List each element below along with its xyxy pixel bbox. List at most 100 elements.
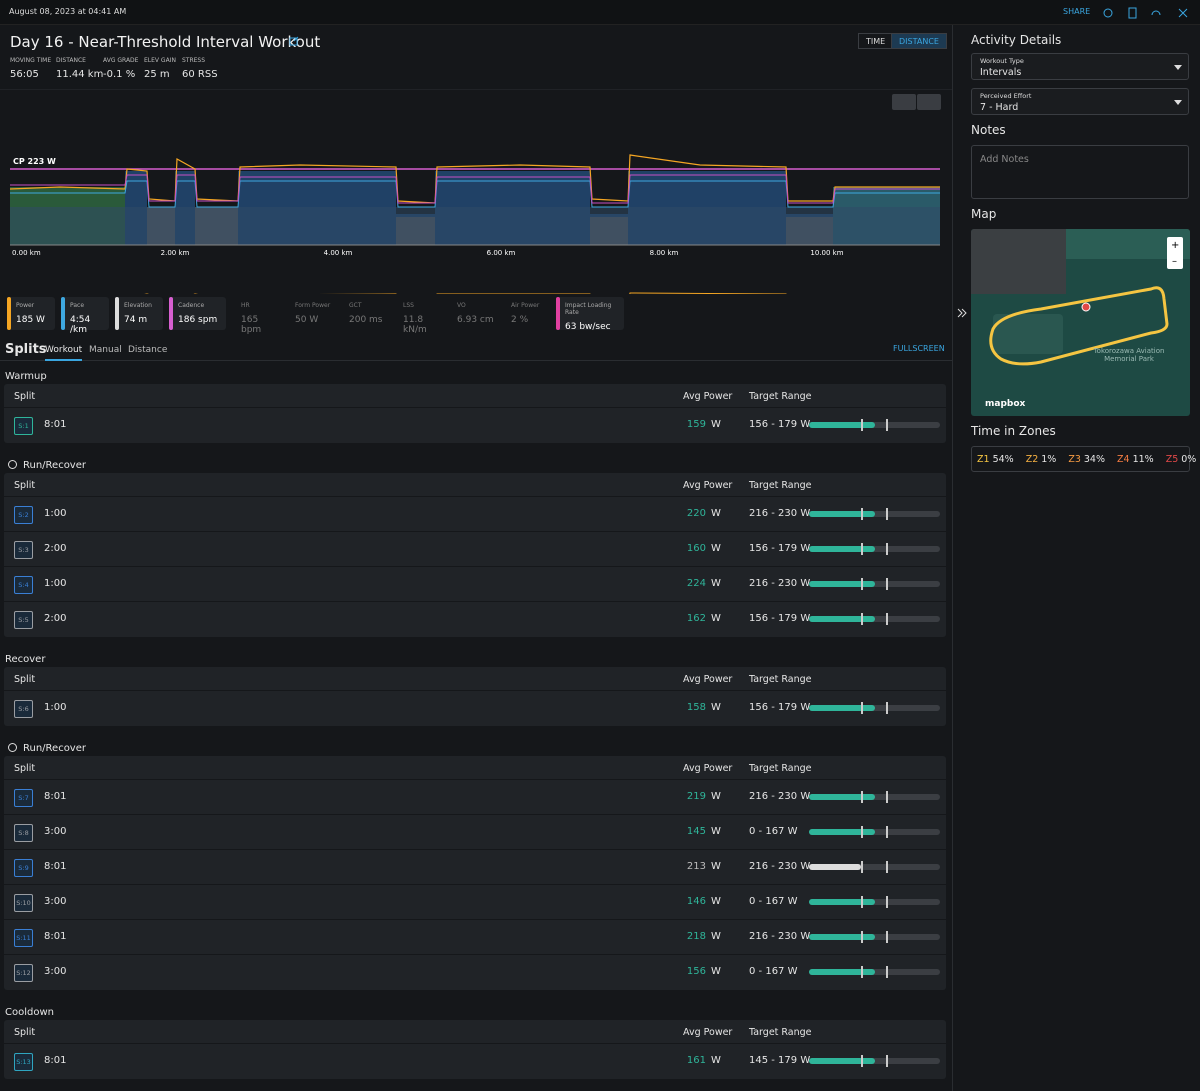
x-axis-label: 6.00 km bbox=[487, 249, 516, 257]
target-range: 0 - 167 W bbox=[749, 826, 798, 837]
gauge-marker bbox=[861, 861, 864, 873]
workout-chart: CP 223 W 0.00 km 2.00 km 4.00 km 6.00 km 8.0… bbox=[0, 89, 952, 294]
metric-color bbox=[115, 297, 119, 330]
metric-card[interactable]: LSS 11.8 kN/m bbox=[394, 297, 442, 335]
section-title: Warmup bbox=[0, 361, 952, 384]
split-badge: S:13 bbox=[14, 1053, 33, 1071]
column-header: Avg Power bbox=[683, 480, 733, 491]
split-badge: S:4 bbox=[14, 576, 33, 594]
split-badge: S:12 bbox=[14, 964, 33, 982]
metric-card[interactable]: GCT 200 ms bbox=[340, 297, 388, 330]
avg-power: 218 bbox=[686, 931, 706, 942]
gauge-fill bbox=[809, 899, 875, 905]
split-row[interactable]: S:11 8:01 218 W 216 - 230 W bbox=[4, 920, 946, 955]
edit-icon[interactable] bbox=[289, 36, 299, 46]
gauge-marker bbox=[861, 613, 864, 625]
gauge-marker bbox=[861, 896, 864, 908]
stat-label: AVG GRADE bbox=[103, 57, 139, 64]
zone-value: 54% bbox=[992, 454, 1014, 465]
metric-card[interactable]: HR 165 bpm bbox=[232, 297, 280, 335]
metric-card[interactable]: Pace 4:54 /km bbox=[61, 297, 109, 335]
splits-tab[interactable]: Manual bbox=[89, 345, 122, 355]
metric-card[interactable]: Elevation 74 m bbox=[115, 297, 163, 330]
notes-input[interactable]: Add Notes bbox=[971, 145, 1189, 199]
gauge-marker bbox=[886, 508, 889, 520]
column-header: Split bbox=[14, 763, 36, 774]
split-panel: Split Avg Power Target Range S:7 8:01 219 W 216… bbox=[4, 756, 946, 990]
gauge-marker bbox=[861, 931, 864, 943]
collapse-icon[interactable] bbox=[957, 308, 967, 318]
metric-value: 165 bpm bbox=[241, 315, 262, 335]
split-row[interactable]: S:7 8:01 219 W 216 - 230 W bbox=[4, 780, 946, 815]
split-row[interactable]: S:6 1:00 158 W 156 - 179 W bbox=[4, 691, 946, 726]
metric-card[interactable]: Impact Loading Rate 63 bw/sec bbox=[556, 297, 624, 332]
table-header: Split Avg Power Target Range bbox=[4, 667, 946, 691]
column-header: Avg Power bbox=[683, 391, 733, 402]
target-gauge bbox=[809, 1055, 940, 1067]
metric-card[interactable]: VO 6.93 cm bbox=[448, 297, 496, 330]
zone: Z3 34% bbox=[1068, 454, 1105, 465]
workout-type-select[interactable]: Workout Type Intervals bbox=[971, 53, 1189, 80]
x-axis-label: 4.00 km bbox=[324, 249, 353, 257]
stat-label: DISTANCE bbox=[56, 57, 86, 64]
metric-card[interactable]: Air Power 2 % bbox=[502, 297, 550, 330]
target-gauge bbox=[809, 613, 940, 625]
top-bar: August 08, 2023 at 04:41 AM SHARE bbox=[0, 0, 1200, 25]
split-row[interactable]: S:2 1:00 220 W 216 - 230 W bbox=[4, 497, 946, 532]
metric-label: Form Power bbox=[295, 302, 331, 309]
gauge-marker bbox=[886, 419, 889, 431]
avg-power-unit: W bbox=[711, 613, 721, 624]
cp-label: CP 223 W bbox=[13, 157, 56, 166]
split-row[interactable]: S:13 8:01 161 W 145 - 179 W bbox=[4, 1044, 946, 1079]
split-row[interactable]: S:9 8:01 213 W 216 - 230 W bbox=[4, 850, 946, 885]
gauge-fill bbox=[809, 705, 875, 711]
metric-card[interactable]: Power 185 W bbox=[7, 297, 55, 330]
split-badge: S:1 bbox=[14, 417, 33, 435]
share-button[interactable]: SHARE bbox=[1063, 7, 1091, 16]
gauge-fill bbox=[809, 581, 875, 587]
view-toggle[interactable]: TIME bbox=[858, 33, 894, 49]
table-header: Split Avg Power Target Range bbox=[4, 1020, 946, 1044]
column-header: Split bbox=[14, 391, 36, 402]
splits-tab[interactable]: Distance bbox=[128, 345, 168, 355]
gauge-marker bbox=[861, 966, 864, 978]
metric-card[interactable]: Form Power 50 W bbox=[286, 297, 334, 330]
column-header: Avg Power bbox=[683, 1027, 733, 1038]
gauge-fill bbox=[809, 969, 875, 975]
target-gauge bbox=[809, 966, 940, 978]
section-name: Warmup bbox=[5, 371, 47, 382]
section-name: Run/Recover bbox=[23, 460, 86, 471]
table-header: Split Avg Power Target Range bbox=[4, 473, 946, 497]
target-range: 145 - 179 W bbox=[749, 1055, 811, 1066]
avg-power-unit: W bbox=[711, 1055, 721, 1066]
fullscreen-button[interactable]: FULLSCREEN bbox=[893, 344, 945, 353]
metric-value: 186 spm bbox=[178, 315, 218, 325]
split-row[interactable]: S:4 1:00 224 W 216 - 230 W bbox=[4, 567, 946, 602]
metric-card[interactable]: Cadence 186 spm bbox=[169, 297, 226, 330]
zone: Z4 11% bbox=[1117, 454, 1154, 465]
splits-tab[interactable]: Workout bbox=[45, 345, 83, 361]
metric-label: Cadence bbox=[178, 302, 205, 309]
gauge-marker bbox=[886, 896, 889, 908]
target-gauge bbox=[809, 578, 940, 590]
split-row[interactable]: S:3 2:00 160 W 156 - 179 W bbox=[4, 532, 946, 567]
gauge-marker bbox=[861, 1055, 864, 1067]
split-row[interactable]: S:8 3:00 145 W 0 - 167 W bbox=[4, 815, 946, 850]
effort-select[interactable]: Perceived Effort 7 - Hard bbox=[971, 88, 1189, 115]
view-toggle[interactable]: DISTANCE bbox=[891, 33, 947, 49]
target-range: 156 - 179 W bbox=[749, 419, 811, 430]
avg-power: 156 bbox=[686, 966, 706, 977]
map[interactable]: + – Tokorozawa Aviation Memorial Park map… bbox=[971, 229, 1190, 416]
workout-title: Day 16 - Near-Threshold Interval Workout bbox=[10, 33, 321, 51]
metric-label: VO bbox=[457, 302, 466, 309]
map-brand: mapbox bbox=[985, 399, 1026, 409]
metric-value: 11.8 kN/m bbox=[403, 315, 427, 335]
gauge-marker bbox=[886, 543, 889, 555]
split-row[interactable]: S:1 8:01 159 W 156 - 179 W bbox=[4, 408, 946, 443]
stat: STRESS 60 RSS bbox=[182, 57, 218, 80]
label: Perceived Effort bbox=[980, 92, 1032, 100]
split-panel: Split Avg Power Target Range S:13 8:01 161 W 14… bbox=[4, 1020, 946, 1079]
split-row[interactable]: S:5 2:00 162 W 156 - 179 W bbox=[4, 602, 946, 637]
split-row[interactable]: S:10 3:00 146 W 0 - 167 W bbox=[4, 885, 946, 920]
split-row[interactable]: S:12 3:00 156 W 0 - 167 W bbox=[4, 955, 946, 990]
